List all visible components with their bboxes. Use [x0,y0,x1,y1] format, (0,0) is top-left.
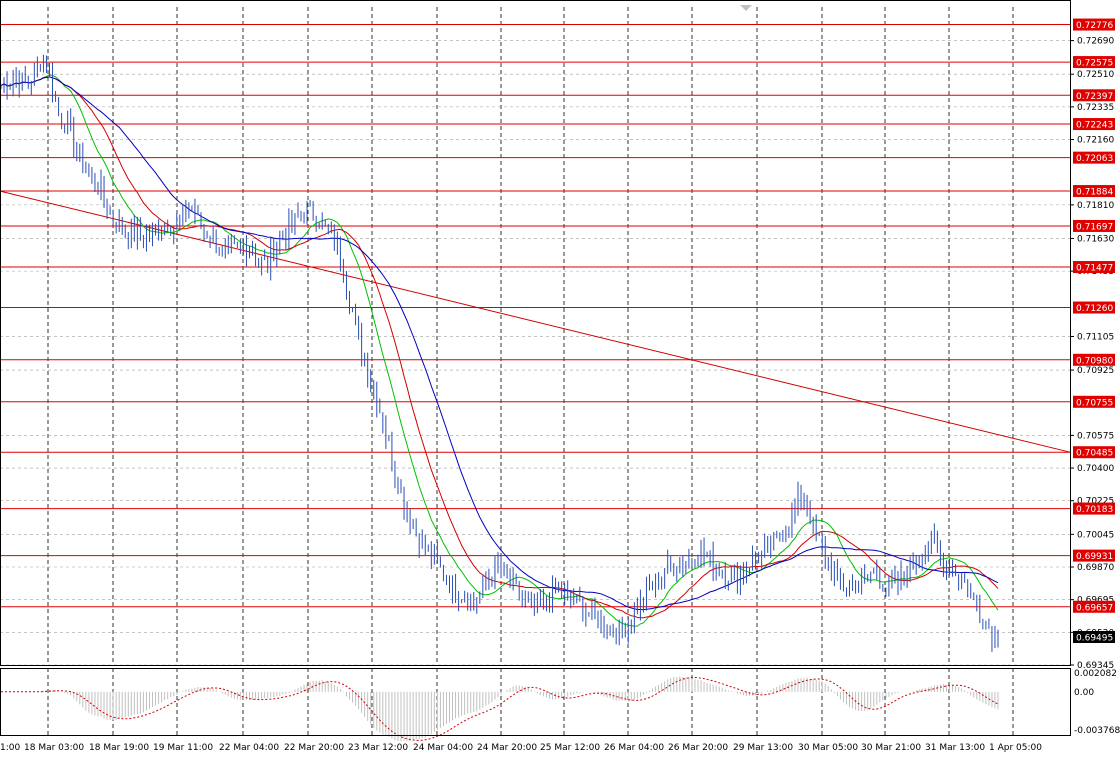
level-label-box [1073,56,1115,69]
current-price-label: 0.69495 [1076,634,1113,644]
level-label-box [1073,502,1115,515]
level-label: 0.70485 [1076,449,1113,459]
level-label-box [1073,301,1115,314]
time-tick-label: 24 Mar 04:00 [413,743,473,753]
ma-slow-line [0,76,999,611]
price-tick-label: 0.70400 [1077,464,1114,474]
time-tick-label: 26 Mar 04:00 [604,743,664,753]
time-tick-label: 1 Apr 05:00 [989,743,1042,753]
level-label-box [1073,353,1115,366]
level-label: 0.69657 [1076,603,1113,613]
oscillator-tick-label: -0.003768 [1074,726,1120,736]
price-tick-label: 0.69345 [1077,661,1114,671]
level-label: 0.70183 [1076,505,1113,515]
time-tick-label: 22 Mar 20:00 [284,743,344,753]
ma-fast-line [0,74,999,627]
price-tick-label: 0.70575 [1077,431,1114,441]
time-tick-label: 26 Mar 20:00 [668,743,728,753]
level-label-box [1073,261,1115,274]
oscillator-tick-label: 0.00 [1074,688,1094,698]
price-tick-label: 0.70045 [1077,530,1114,540]
price-tick-label: 0.71105 [1077,332,1114,342]
level-label-box [1073,151,1115,164]
time-tick-label: 19 Mar 11:00 [153,743,213,753]
level-label: 0.72243 [1076,121,1113,131]
level-label-box [1073,219,1115,232]
trendline-layer [0,190,1071,453]
price-tick-label: 0.72335 [1077,103,1114,113]
time-tick-label: 24 Mar 20:00 [477,743,537,753]
price-tick-label: 0.71630 [1077,234,1114,244]
level-label: 0.72575 [1076,59,1113,69]
level-label-box [1073,89,1115,102]
level-label-box [1073,118,1115,131]
trendline [0,190,1071,453]
level-label: 0.70755 [1076,398,1113,408]
time-tick-label: 23 Mar 12:00 [348,743,408,753]
level-label: 0.71477 [1076,264,1113,274]
price-tick-label: 0.70225 [1077,497,1114,507]
price-tick-label: 0.69870 [1077,563,1114,573]
price-tick-label: 0.70925 [1077,366,1114,376]
level-label-box [1073,185,1115,198]
price-tick-label: 0.72690 [1077,37,1114,47]
time-tick-label: 30 Mar 05:00 [798,743,858,753]
level-label-box [1073,395,1115,408]
level-label-box [1073,446,1115,459]
oscillator-frame [0,668,1071,736]
level-label: 0.71697 [1076,222,1113,232]
level-label-box [1073,600,1115,613]
oscillator-panel [1,676,999,742]
oscillator-signal-line [1,677,999,741]
time-tick-label: 30 Mar 21:00 [861,743,921,753]
level-label: 0.72776 [1076,21,1113,31]
price-labels: 0.72776 0.72575 0.72397 0.72243 0.72063 0.718… [1073,18,1115,644]
level-label: 0.72063 [1076,154,1113,164]
current-price-box [1073,631,1115,643]
level-label-box [1073,549,1115,562]
price-tick-label: 0.71810 [1077,201,1114,211]
time-tick-label: 18 Mar 03:00 [24,743,84,753]
level-label-box [1073,18,1115,31]
time-tick-label: 29 Mar 13:00 [733,743,793,753]
level-label: 0.72397 [1076,92,1113,102]
time-tick-label: 31 Mar 13:00 [925,743,985,753]
price-tick-label: 0.72160 [1077,136,1114,146]
level-label: 0.70980 [1076,356,1113,366]
candles[interactable] [0,54,999,652]
price-tick-label: 0.69695 [1077,596,1114,606]
time-tick-label: 25 Mar 12:00 [540,743,600,753]
level-label: 0.71260 [1076,304,1113,314]
oscillator-tick-label: 0.002082 [1074,669,1117,679]
level-label: 0.71884 [1076,188,1113,198]
chart-shift-marker-icon[interactable] [740,5,752,11]
level-label: 0.69931 [1076,552,1113,562]
price-tick-label: 0.72510 [1077,70,1114,80]
time-tick-label: 1:00 [0,743,20,753]
main-plot-frame [0,0,1071,666]
time-tick-label: 22 Mar 04:00 [219,743,279,753]
time-tick-label: 18 Mar 19:00 [89,743,149,753]
